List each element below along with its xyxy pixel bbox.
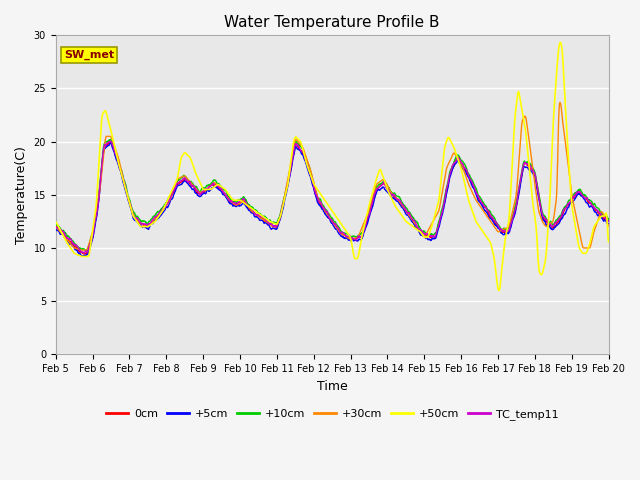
Text: SW_met: SW_met <box>64 49 114 60</box>
Legend: 0cm, +5cm, +10cm, +30cm, +50cm, TC_temp11: 0cm, +5cm, +10cm, +30cm, +50cm, TC_temp1… <box>102 405 563 424</box>
X-axis label: Time: Time <box>317 380 348 393</box>
Title: Water Temperature Profile B: Water Temperature Profile B <box>225 15 440 30</box>
Y-axis label: Temperature(C): Temperature(C) <box>15 146 28 244</box>
